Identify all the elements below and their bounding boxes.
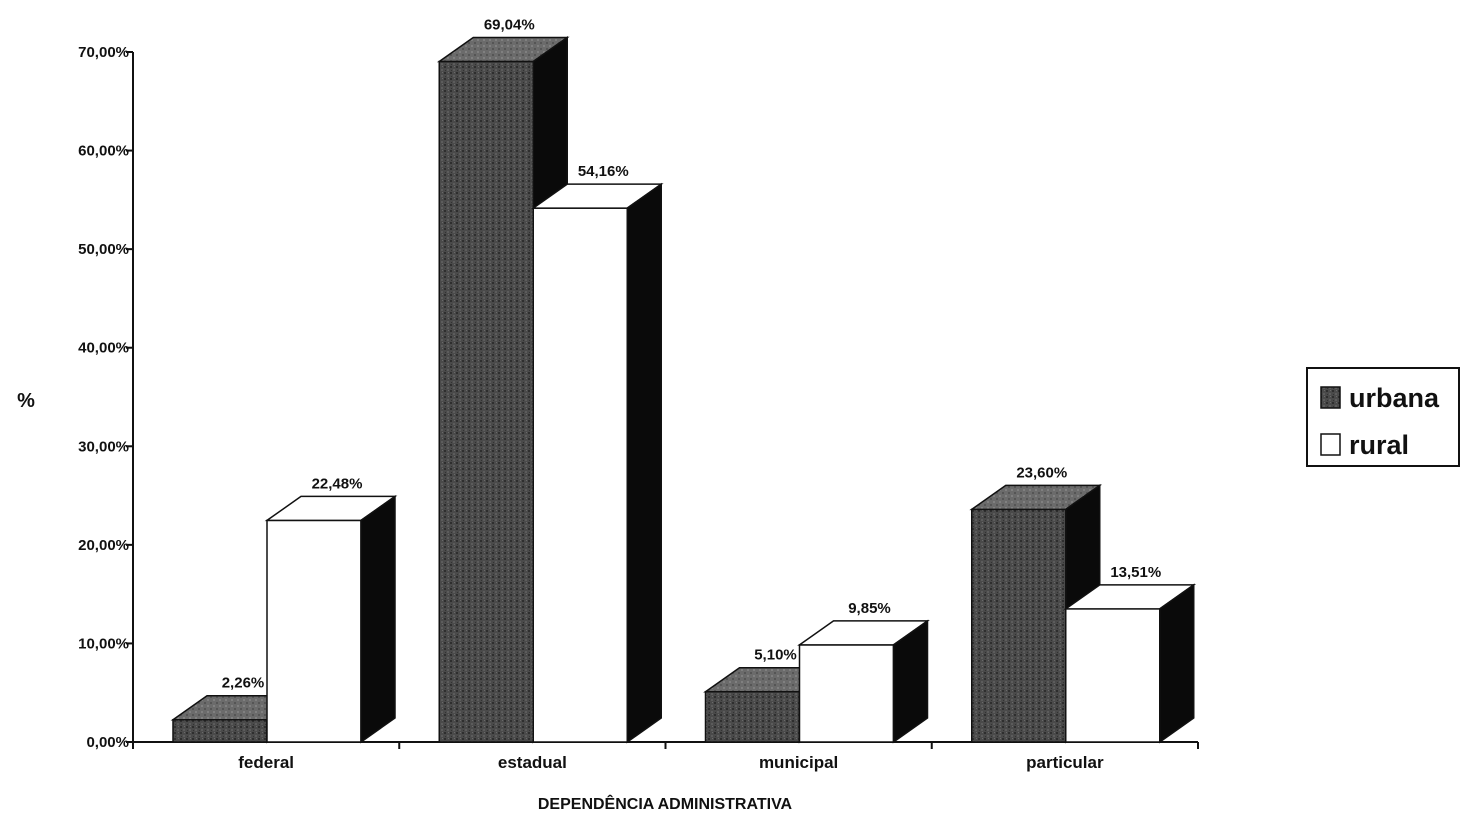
bars xyxy=(170,36,1197,744)
y-tick-label: 50,00% xyxy=(78,241,129,258)
bar-rural-federal xyxy=(264,494,398,744)
data-labels: 2,26% 22,48% 69,04% 54,16% 5,10% 9,85% 23,60% 1… xyxy=(222,16,1161,691)
data-label-urbana-municipal: 5,10% xyxy=(754,647,797,664)
bar-front xyxy=(798,644,895,743)
x-tick-label: particular xyxy=(1026,753,1104,772)
bar-rural-municipal xyxy=(797,619,930,744)
legend-swatch-urbana xyxy=(1320,386,1341,409)
y-tick-label: 40,00% xyxy=(78,340,129,357)
data-label-rural-federal: 22,48% xyxy=(312,475,363,492)
bar-front xyxy=(971,508,1067,743)
bar-front xyxy=(438,60,534,743)
y-tick-label: 60,00% xyxy=(78,143,129,160)
y-tick-label: 70,00% xyxy=(78,44,129,61)
bar-front xyxy=(172,718,268,743)
data-label-rural-estadual: 54,16% xyxy=(578,163,629,180)
y-tick-label: 20,00% xyxy=(78,537,129,554)
bar-front xyxy=(704,690,801,743)
y-tick-label: 0,00% xyxy=(86,734,129,751)
bar-front xyxy=(1065,608,1161,743)
bar-front xyxy=(532,207,628,743)
data-label-rural-particular: 13,51% xyxy=(1110,564,1161,581)
data-label-urbana-federal: 2,26% xyxy=(222,675,265,692)
x-axis-title: DEPENDÊNCIA ADMINISTRATIVA xyxy=(538,794,793,813)
legend-swatch-rural xyxy=(1320,433,1341,456)
bar-side xyxy=(626,182,662,744)
bar-rural-estadual xyxy=(530,182,664,744)
y-axis-title: % xyxy=(17,390,35,412)
data-label-rural-municipal: 9,85% xyxy=(848,600,891,617)
x-axis: federal estadual municipal particular xyxy=(132,741,1199,772)
legend: urbana rural xyxy=(1306,367,1460,467)
bar-rural-particular xyxy=(1063,583,1197,744)
legend-label-urbana: urbana xyxy=(1349,383,1440,413)
data-label-urbana-estadual: 69,04% xyxy=(484,16,535,33)
x-tick-label: federal xyxy=(238,753,294,772)
y-axis: 0,00% 10,00% 20,00% 30,00% 40,00% 50,00% 60,00… xyxy=(78,44,134,751)
bar-side xyxy=(1159,583,1195,744)
data-label-urbana-particular: 23,60% xyxy=(1016,464,1067,481)
bar-side xyxy=(892,619,929,744)
y-tick-label: 10,00% xyxy=(78,635,129,652)
y-tick-label: 30,00% xyxy=(78,438,129,455)
bar-front xyxy=(266,519,362,743)
x-tick-label: estadual xyxy=(498,753,567,772)
x-tick-label: municipal xyxy=(759,753,838,772)
legend-label-rural: rural xyxy=(1349,430,1409,460)
bar-side xyxy=(360,494,396,744)
